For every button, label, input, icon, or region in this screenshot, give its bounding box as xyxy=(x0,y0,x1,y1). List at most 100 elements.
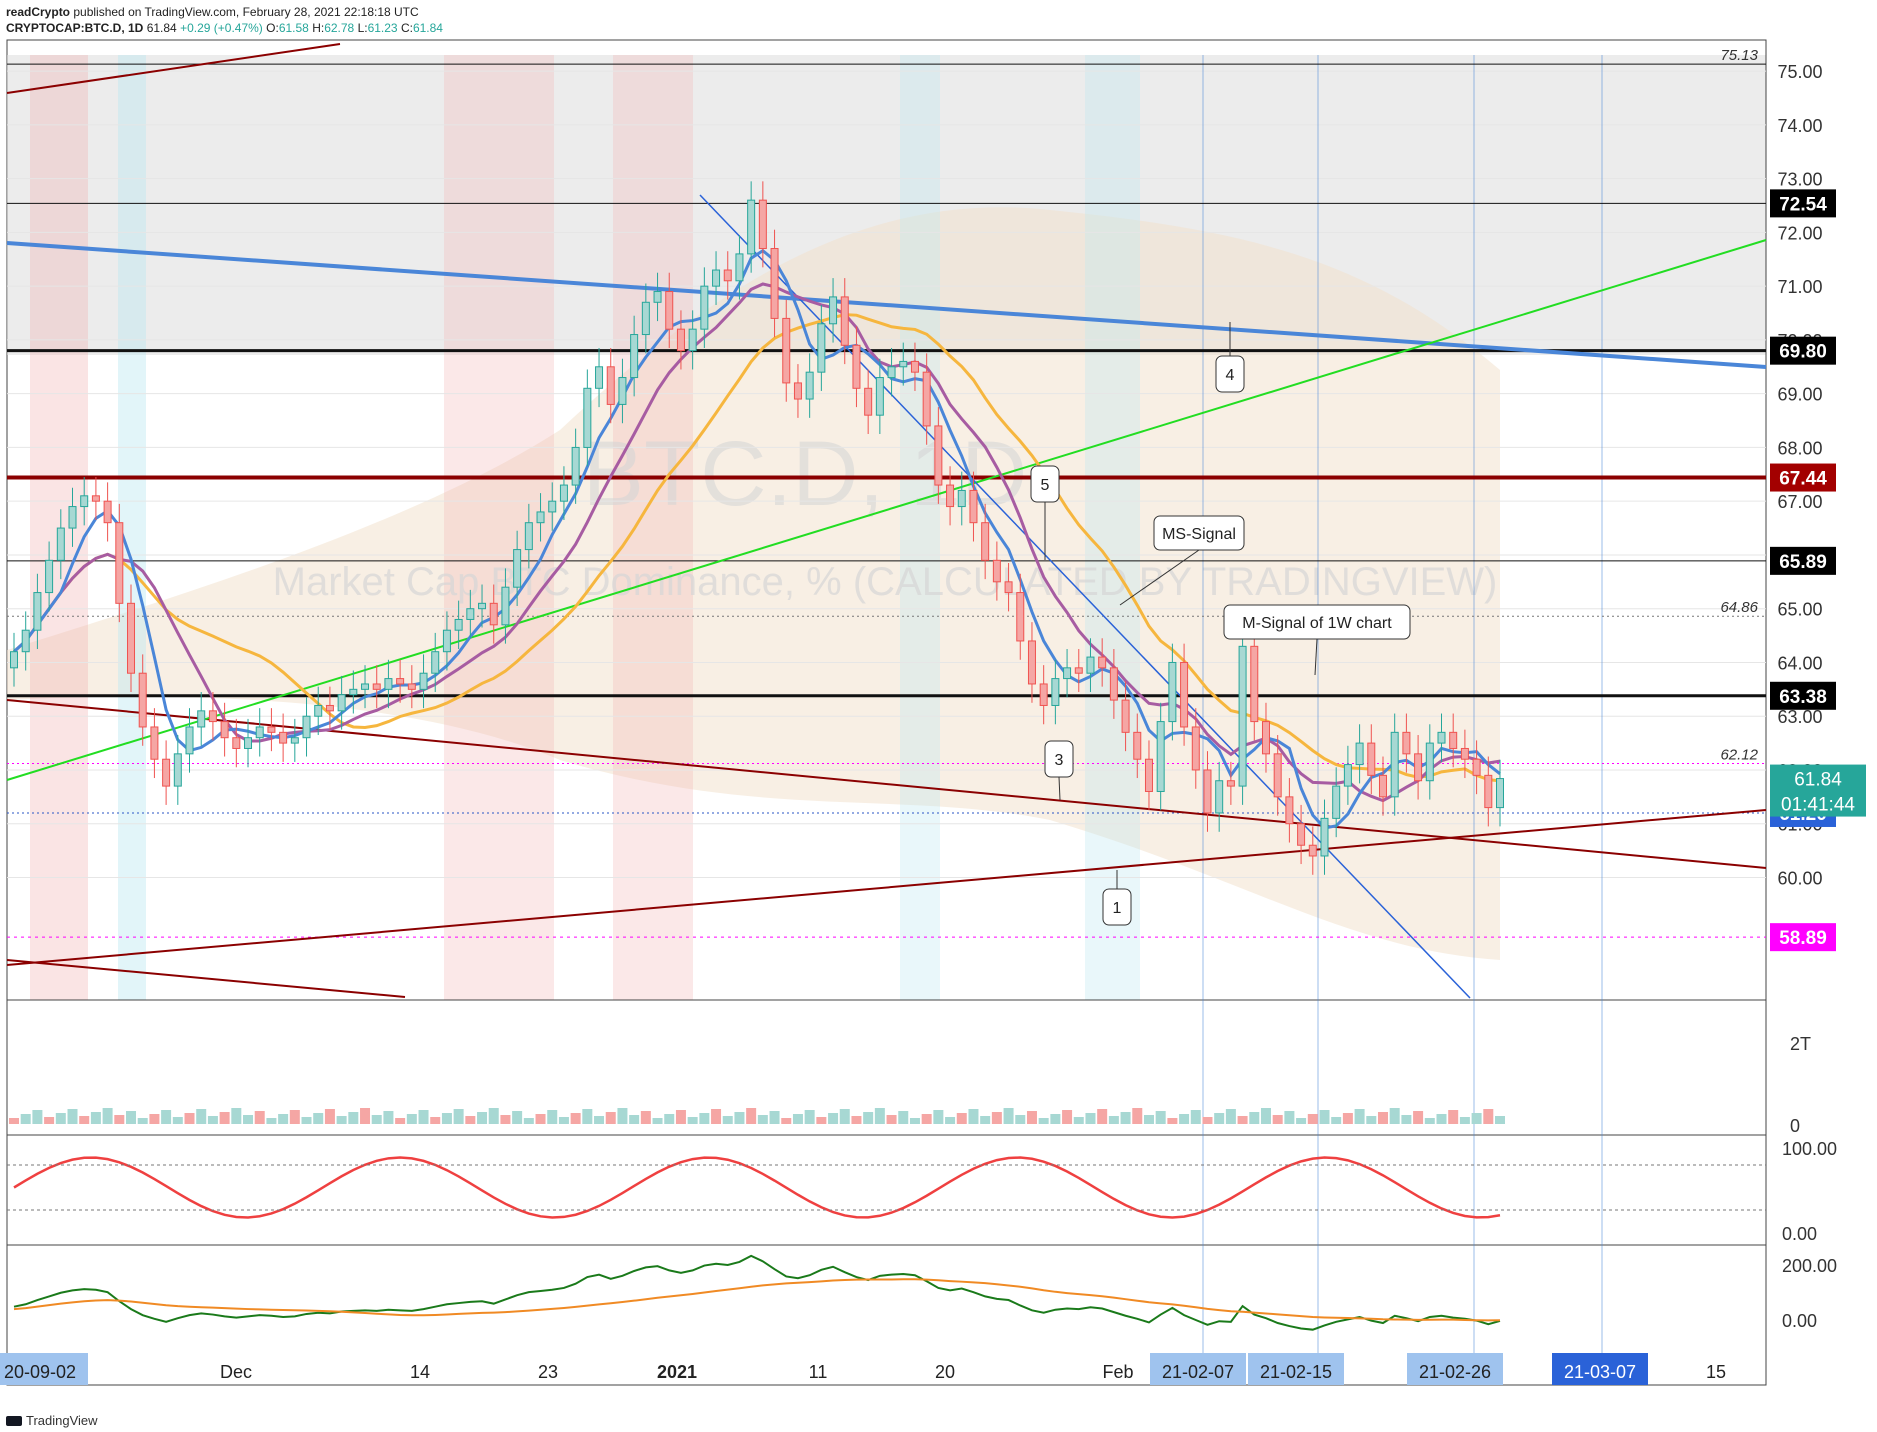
volume-bar xyxy=(207,1116,218,1124)
volume-bar xyxy=(441,1113,452,1124)
price-axis[interactable]: 60.0061.0062.0063.0064.0065.0066.0067.00… xyxy=(1770,62,1866,952)
volume-bar xyxy=(558,1117,569,1124)
volume-bar xyxy=(1214,1113,1225,1124)
volume-bar xyxy=(605,1112,616,1124)
annotations: MS-Signal M-Signal of 1W chart 1 3 4 5 xyxy=(1030,322,1411,926)
candle-body xyxy=(700,285,709,330)
publish-info: published on TradingView.com, February 2… xyxy=(73,5,419,19)
volume-bar xyxy=(1073,1117,1084,1124)
volume-bar xyxy=(55,1113,66,1124)
time-axis[interactable]: 20-09-02 Dec 14 23 2021 11 20 Feb 21-02-07 21-02-… xyxy=(0,1353,1726,1385)
symbol-label[interactable]: CRYPTOCAP:BTC.D, 1D xyxy=(6,21,144,35)
candle-body xyxy=(337,694,346,712)
momentum-axis-label: 0.00 xyxy=(1782,1311,1817,1331)
annotation-label: 3 xyxy=(1055,752,1064,769)
candle-body xyxy=(653,291,662,303)
candle-body xyxy=(770,248,779,319)
volume-bar xyxy=(1495,1116,1505,1124)
price-tick-label: 73.00 xyxy=(1777,170,1822,190)
volume-bar xyxy=(1401,1115,1412,1124)
volume-bar xyxy=(781,1118,792,1124)
candle-body xyxy=(875,377,884,416)
candle-body xyxy=(559,484,568,502)
level-label: 75.13 xyxy=(1720,47,1758,64)
momentum-axis-label: 200.00 xyxy=(1782,1256,1837,1276)
candle-body xyxy=(103,500,112,524)
volume-bar xyxy=(1167,1118,1178,1124)
candle-body xyxy=(1484,774,1493,809)
volume-bar xyxy=(687,1117,698,1124)
time-label-box xyxy=(1407,1353,1503,1385)
low-label: L: xyxy=(357,21,368,35)
volume-bar xyxy=(523,1118,534,1124)
candle-body xyxy=(782,317,791,384)
top-red-trendline xyxy=(6,43,341,94)
candle-body xyxy=(1402,731,1411,755)
candle-body xyxy=(1144,758,1153,792)
volume-bar xyxy=(90,1112,101,1124)
candle-body xyxy=(641,301,650,336)
candle-body xyxy=(922,371,931,427)
candle-body xyxy=(735,253,744,282)
volume-bar xyxy=(792,1114,803,1124)
level-price-label: 63.38 xyxy=(1779,687,1827,708)
volume-bar xyxy=(20,1114,31,1124)
time-tick-label: 20 xyxy=(935,1362,955,1382)
time-tick-label: 21-03-07 xyxy=(1564,1362,1636,1382)
volume-bar xyxy=(839,1109,850,1124)
volume-bar xyxy=(582,1109,593,1124)
level-price-label: 69.80 xyxy=(1779,342,1827,363)
volume-bar xyxy=(430,1117,441,1124)
candle-body xyxy=(10,651,18,669)
candle-body xyxy=(524,522,533,551)
volume-bar xyxy=(734,1112,745,1124)
price-tick-label: 67.00 xyxy=(1777,492,1822,512)
level-price-label: 67.44 xyxy=(1779,469,1827,490)
candle-body xyxy=(910,360,919,373)
candle-body xyxy=(1156,721,1165,792)
volume-bar xyxy=(231,1108,242,1124)
candle-body xyxy=(290,737,299,744)
oscillator-axis-label: 100.00 xyxy=(1782,1139,1837,1159)
green-trendline xyxy=(6,239,1767,781)
volume-bar xyxy=(945,1117,956,1124)
volume-bar xyxy=(406,1114,417,1124)
volume-bar xyxy=(289,1110,300,1124)
candle-body xyxy=(1437,731,1446,744)
annotation-label: 4 xyxy=(1226,367,1235,384)
candle-body xyxy=(1226,780,1235,787)
candle-body xyxy=(1121,699,1130,733)
volume-bar xyxy=(336,1116,347,1124)
candle-body xyxy=(829,296,838,325)
highlight-stripe xyxy=(1085,55,1140,1000)
volume-bar xyxy=(1436,1114,1447,1124)
candle-body xyxy=(665,291,674,330)
candle-body xyxy=(127,602,136,674)
oscillator-panel: 100.00 0.00 xyxy=(7,1139,1837,1244)
candle-body xyxy=(115,522,124,604)
volume-axis-label: 0 xyxy=(1790,1116,1800,1136)
open-value: 61.58 xyxy=(278,21,309,35)
candle-body xyxy=(1460,747,1469,760)
publisher-name[interactable]: readCrypto xyxy=(6,5,71,19)
candle-body xyxy=(1098,656,1107,669)
highlight-stripe xyxy=(613,55,693,1000)
candle-body xyxy=(232,737,241,749)
volume-bar xyxy=(1062,1110,1073,1124)
volume-bar xyxy=(874,1108,885,1124)
price-tick-label: 63.00 xyxy=(1777,707,1822,727)
volume-bar xyxy=(114,1115,125,1124)
candle-body xyxy=(56,527,65,561)
footer-brand[interactable]: TradingView xyxy=(26,1413,98,1428)
candle-body xyxy=(1027,640,1036,685)
volume-bar xyxy=(699,1113,710,1124)
volume-bar xyxy=(1272,1115,1283,1124)
candle-body xyxy=(887,366,896,379)
time-tick-label: Dec xyxy=(220,1362,252,1382)
candle-body xyxy=(1109,667,1118,701)
cloud-band xyxy=(7,207,1500,960)
annotation-pointer xyxy=(1058,776,1061,801)
candle-body xyxy=(1215,780,1224,814)
volume-bar xyxy=(629,1115,640,1124)
